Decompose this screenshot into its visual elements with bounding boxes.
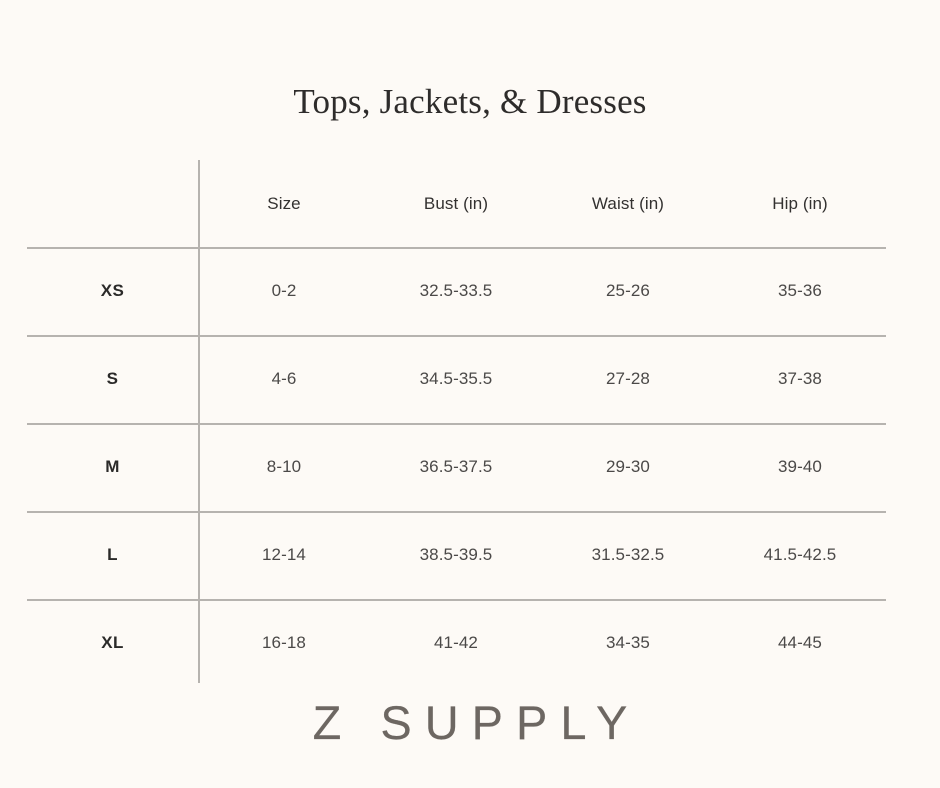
cell-s-size: 4-6 — [271, 369, 297, 388]
table-rule-3 — [27, 511, 886, 513]
cell-s-bust: 34.5-35.5 — [419, 369, 493, 388]
brand-logo: Z SUPPLY — [312, 696, 641, 749]
cell-xl-waist: 34-35 — [606, 633, 650, 652]
size-label-s: S — [106, 369, 119, 388]
table-rule-header — [27, 247, 886, 249]
size-label-xl: XL — [101, 633, 124, 652]
cell-m-waist: 29-30 — [606, 457, 650, 476]
size-label-l: L — [107, 545, 118, 564]
cell-xs-waist: 25-26 — [606, 281, 650, 300]
table-row: XL 16-18 41-42 34-35 44-45 — [27, 599, 886, 687]
page-title: Tops, Jackets, & Dresses — [293, 82, 647, 121]
size-label-xs: XS — [100, 281, 125, 300]
cell-xs-hip: 35-36 — [778, 281, 822, 300]
cell-xl-bust: 41-42 — [434, 633, 478, 652]
column-header-waist: Waist (in) — [591, 194, 665, 213]
cell-s-hip: 37-38 — [778, 369, 822, 388]
table-row: S 4-6 34.5-35.5 27-28 37-38 — [27, 335, 886, 423]
column-header-size: Size — [267, 194, 301, 213]
size-label-m: M — [105, 457, 120, 476]
table-header-row: Size Bust (in) Waist (in) Hip (in) — [27, 160, 886, 248]
table-row: L 12-14 38.5-39.5 31.5-32.5 41.5-42.5 — [27, 511, 886, 599]
table-row: XS 0-2 32.5-33.5 25-26 35-36 — [27, 247, 886, 335]
cell-m-bust: 36.5-37.5 — [419, 457, 493, 476]
size-table: Size Bust (in) Waist (in) Hip (in) XS 0-… — [27, 160, 886, 683]
cell-l-waist: 31.5-32.5 — [591, 545, 665, 564]
table-row: M 8-10 36.5-37.5 29-30 39-40 — [27, 423, 886, 511]
table-rule-4 — [27, 599, 886, 601]
cell-xs-bust: 32.5-33.5 — [419, 281, 493, 300]
cell-l-bust: 38.5-39.5 — [419, 545, 493, 564]
cell-s-waist: 27-28 — [606, 369, 650, 388]
cell-xl-hip: 44-45 — [778, 633, 822, 652]
cell-xs-size: 0-2 — [271, 281, 297, 300]
cell-m-size: 8-10 — [266, 457, 302, 476]
cell-xl-size: 16-18 — [262, 633, 306, 652]
column-header-hip: Hip (in) — [772, 194, 828, 213]
table-rule-1 — [27, 335, 886, 337]
cell-l-size: 12-14 — [262, 545, 306, 564]
table-rule-2 — [27, 423, 886, 425]
cell-l-hip: 41.5-42.5 — [763, 545, 837, 564]
table-vertical-divider — [198, 160, 200, 683]
cell-m-hip: 39-40 — [778, 457, 822, 476]
column-header-bust: Bust (in) — [423, 194, 489, 213]
